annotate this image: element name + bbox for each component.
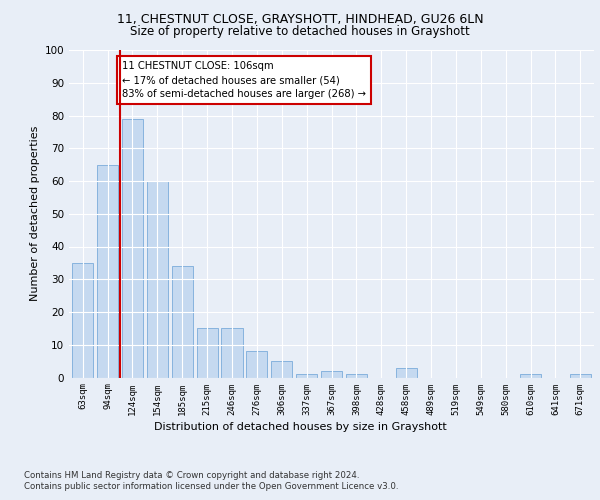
Bar [221,328,242,378]
Bar [197,328,218,378]
Bar [271,361,292,378]
Bar [520,374,541,378]
Bar [172,266,193,378]
Text: Size of property relative to detached houses in Grayshott: Size of property relative to detached ho… [130,25,470,38]
Bar [296,374,317,378]
Bar [321,371,342,378]
Text: Contains HM Land Registry data © Crown copyright and database right 2024.: Contains HM Land Registry data © Crown c… [24,471,359,480]
Text: 11 CHESTNUT CLOSE: 106sqm
← 17% of detached houses are smaller (54)
83% of semi-: 11 CHESTNUT CLOSE: 106sqm ← 17% of detac… [122,62,367,100]
Bar [72,263,93,378]
Text: Contains public sector information licensed under the Open Government Licence v3: Contains public sector information licen… [24,482,398,491]
Text: Distribution of detached houses by size in Grayshott: Distribution of detached houses by size … [154,422,446,432]
Bar [122,119,143,378]
Bar [97,164,118,378]
Text: 11, CHESTNUT CLOSE, GRAYSHOTT, HINDHEAD, GU26 6LN: 11, CHESTNUT CLOSE, GRAYSHOTT, HINDHEAD,… [116,12,484,26]
Bar [246,352,268,378]
Bar [147,181,168,378]
Bar [570,374,591,378]
Y-axis label: Number of detached properties: Number of detached properties [31,126,40,302]
Bar [395,368,417,378]
Bar [346,374,367,378]
